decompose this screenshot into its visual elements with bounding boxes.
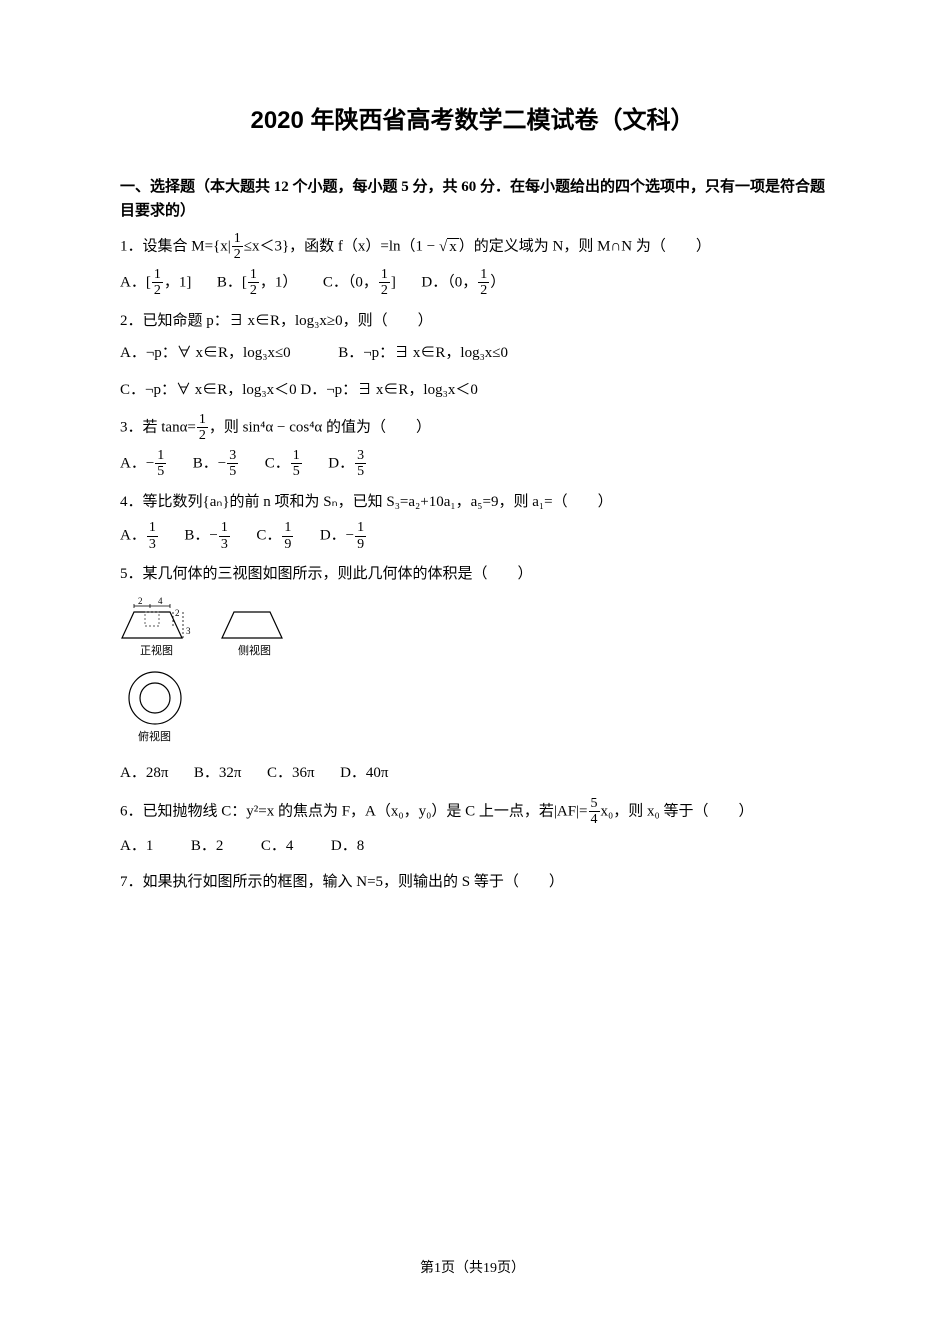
frac: 12: [379, 267, 390, 299]
q2-optC: C．¬p：∀ x∈R，log₃x＜0: [120, 382, 297, 398]
question-2: 2．已知命题 p：∃ x∈R，log₃x≥0，则（ ）: [120, 307, 825, 336]
q5-optA: A．28π: [120, 765, 168, 781]
q6-optB: B．2: [191, 838, 224, 854]
q2-optB: B．¬p：∃ x∈R，log₃x≤0: [338, 345, 508, 361]
q4-optB-prefix: B．−: [184, 527, 217, 543]
side-view-label: 侧视图: [238, 643, 271, 657]
frac: 12: [248, 267, 259, 299]
frac: 54: [589, 796, 600, 828]
q4-optA-prefix: A．: [120, 527, 146, 543]
q2-optD: D．¬p：∃ x∈R，log₃x＜0: [300, 382, 477, 398]
q2-optA: A．¬p：∀ x∈R，log₃x≤0: [120, 345, 291, 361]
three-view-diagram: 2 4 2 3 正视图 侧视图 俯视图: [120, 596, 825, 751]
q3-stem-suffix: ，则 sin⁴α − cos⁴α 的值为（ ）: [209, 419, 431, 435]
q6-stem-prefix: 6．已知抛物线 C：y²=x 的焦点为 F，A（x₀，y₀）是 C 上一点，若|…: [120, 803, 588, 819]
frac: 15: [155, 448, 166, 480]
frac: 19: [355, 520, 366, 552]
q6-optD: D．8: [331, 838, 364, 854]
svg-text:2: 2: [175, 608, 180, 618]
frac: 13: [147, 520, 158, 552]
q5-optB: B．32π: [194, 765, 242, 781]
svg-text:4: 4: [158, 596, 163, 606]
q1-stem-prefix: 1．设集合 M={x|: [120, 238, 231, 254]
svg-text:3: 3: [186, 626, 191, 636]
question-5: 5．某几何体的三视图如图所示，则此几何体的体积是（ ）: [120, 560, 825, 589]
frac: 12: [152, 267, 163, 299]
page-footer: 第1页（共19页）: [0, 1257, 945, 1277]
sqrt-x: √x: [439, 233, 459, 262]
frac: 13: [219, 520, 230, 552]
question-6: 6．已知抛物线 C：y²=x 的焦点为 F，A（x₀，y₀）是 C 上一点，若|…: [120, 796, 825, 828]
q3-options: A．−15 B．−35 C．15 D．35: [120, 448, 825, 480]
q4-optC-prefix: C．: [256, 527, 281, 543]
svg-text:2: 2: [138, 596, 143, 606]
q1-optB-prefix: B．[: [217, 274, 247, 290]
q3-stem-prefix: 3．若 tanα=: [120, 419, 196, 435]
top-view-svg: 俯视图: [120, 668, 190, 746]
frac: 35: [355, 448, 366, 480]
q4-options: A．13 B．−13 C．19 D．−19: [120, 520, 825, 552]
frac: 12: [197, 412, 208, 444]
frac: 15: [291, 448, 302, 480]
q5-options: A．28π B．32π C．36π D．40π: [120, 759, 825, 788]
q3-optA-prefix: A．−: [120, 455, 154, 471]
frac: 35: [227, 448, 238, 480]
q3-optB-prefix: B．−: [193, 455, 226, 471]
q1-optB-suffix: ，1）: [260, 274, 298, 290]
q3-optC-prefix: C．: [265, 455, 290, 471]
question-3: 3．若 tanα=12，则 sin⁴α − cos⁴α 的值为（ ）: [120, 412, 825, 444]
frac: 12: [478, 267, 489, 299]
q6-options: A．1 B．2 C．4 D．8: [120, 832, 825, 861]
q6-stem-suffix: x₀，则 x₀ 等于（ ）: [601, 803, 754, 819]
q1-optD-suffix: ）: [490, 274, 505, 290]
exam-title: 2020 年陕西省高考数学二模试卷（文科）: [120, 100, 825, 135]
q3-optD-prefix: D．: [328, 455, 354, 471]
top-view-label: 俯视图: [138, 729, 171, 743]
q1-optD-prefix: D．（0，: [421, 274, 477, 290]
q1-optA-prefix: A．[: [120, 274, 151, 290]
q2-options-row1: A．¬p：∀ x∈R，log₃x≤0 B．¬p：∃ x∈R，log₃x≤0: [120, 339, 825, 368]
q1-stem-suffix: ）的定义域为 N，则 M∩N 为（ ）: [459, 238, 711, 254]
q1-optC-suffix: ]: [391, 274, 396, 290]
section-header: 一、选择题（本大题共 12 个小题，每小题 5 分，共 60 分．在每小题给出的…: [120, 175, 825, 223]
question-1: 1．设集合 M={x|12≤x＜3}，函数 f（x）=ln（1 − √x）的定义…: [120, 231, 825, 263]
question-7: 7．如果执行如图所示的框图，输入 N=5，则输出的 S 等于（ ）: [120, 868, 825, 897]
q1-optC-prefix: C．（0，: [323, 274, 378, 290]
q4-optD-prefix: D．−: [320, 527, 354, 543]
q6-optC: C．4: [261, 838, 294, 854]
q1-optA-suffix: ，1]: [164, 274, 192, 290]
q5-optC: C．36π: [267, 765, 315, 781]
frac-1-2: 12: [232, 231, 243, 263]
q6-optA: A．1: [120, 838, 153, 854]
q1-options: A．[12，1] B．[12，1） C．（0，12] D．（0，12）: [120, 267, 825, 299]
frac: 19: [282, 520, 293, 552]
q5-optD: D．40π: [340, 765, 388, 781]
front-view-label: 正视图: [140, 643, 173, 657]
q1-stem-mid: ≤x＜3}，函数 f（x）=ln（1 −: [244, 238, 439, 254]
question-4: 4．等比数列{aₙ}的前 n 项和为 Sₙ，已知 S₃=a₂+10a₁，a₅=9…: [120, 488, 825, 517]
side-view-svg: 侧视图: [220, 596, 290, 668]
q2-options-row2: C．¬p：∀ x∈R，log₃x＜0 D．¬p：∃ x∈R，log₃x＜0: [120, 376, 825, 405]
front-view-svg: 2 4 2 3 正视图: [120, 596, 200, 668]
